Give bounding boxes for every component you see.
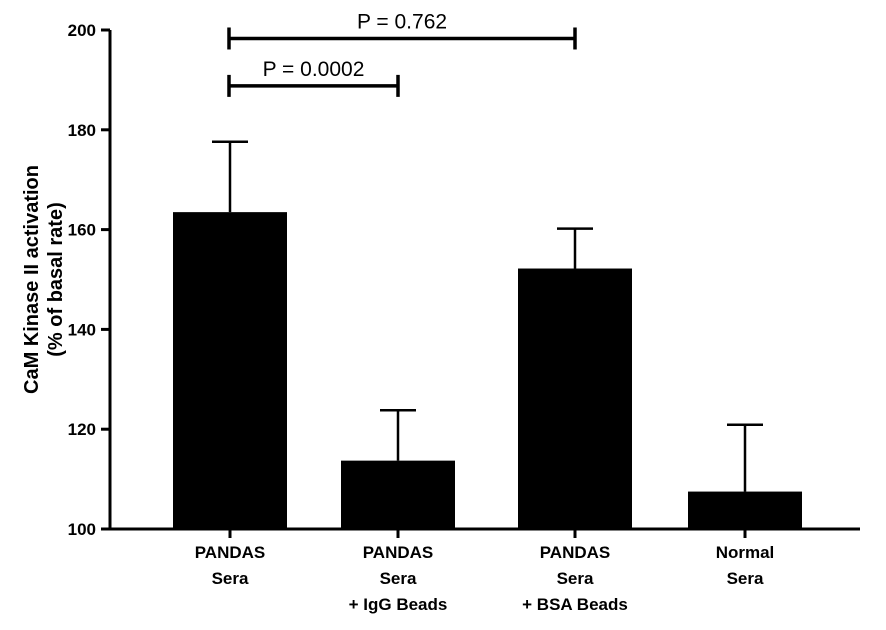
x-axis: [108, 527, 860, 538]
x-category-label: PANDAS: [540, 543, 611, 562]
x-category-label: PANDAS: [195, 543, 266, 562]
y-tick-label: 160: [68, 221, 96, 240]
bar: [173, 212, 287, 529]
y-axis-label: CaM Kinase II activation (% of basal rate…: [21, 165, 67, 394]
x-category-label: Sera: [557, 569, 594, 588]
significance-annotations: P = 0.762 P = 0.0002: [227, 10, 577, 97]
p-value-label: P = 0.762: [357, 10, 447, 33]
bar: [341, 460, 455, 529]
x-category-label: + IgG Beads: [349, 595, 448, 614]
bar: [518, 268, 632, 529]
y-tick-label: 100: [68, 520, 96, 539]
bar: [688, 491, 802, 529]
x-category-label: Sera: [380, 569, 417, 588]
bars: [173, 212, 802, 529]
y-tick-label: 200: [68, 21, 96, 40]
x-category-label: PANDAS: [363, 543, 434, 562]
x-category-label: Sera: [212, 569, 249, 588]
x-category-label: Normal: [716, 543, 775, 562]
category-labels: PANDAS Sera PANDAS Sera + IgG Beads PANDAS Ser…: [195, 543, 775, 614]
x-category-label: + BSA Beads: [522, 595, 628, 614]
y-tick-label: 120: [68, 420, 96, 439]
y-axis-title-line: (% of basal rate): [45, 202, 67, 356]
y-axis: 100 120 140 160 180 200: [68, 21, 112, 539]
y-tick-label: 180: [68, 121, 96, 140]
y-tick-label: 140: [68, 320, 96, 339]
error-bars: [212, 140, 763, 492]
x-category-label: Sera: [727, 569, 764, 588]
p-value-label: P = 0.0002: [263, 58, 365, 81]
y-axis-title-line: CaM Kinase II activation: [21, 165, 43, 394]
